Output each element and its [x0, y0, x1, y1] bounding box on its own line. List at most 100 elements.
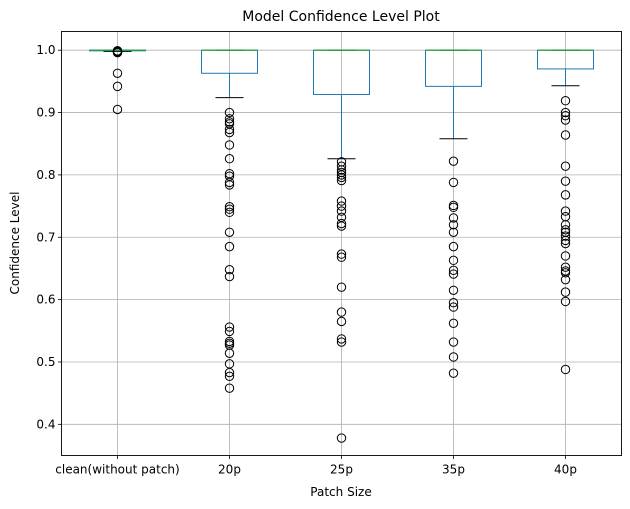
- flier-point: [224, 264, 235, 275]
- flier-point: [560, 110, 571, 121]
- flier-point: [448, 298, 459, 308]
- flier-point: [448, 227, 459, 237]
- flier-point: [112, 46, 123, 56]
- flier-point: [448, 202, 459, 213]
- y-tick-label: 0.7: [36, 230, 55, 244]
- y-axis-label: Confidence Level: [8, 192, 22, 295]
- box-20p: [201, 49, 258, 99]
- flier-point: [336, 206, 347, 216]
- y-tick-label: 0.6: [36, 293, 55, 307]
- box-40p: [537, 49, 594, 87]
- fliers-group: [112, 46, 571, 443]
- flier-point: [224, 140, 235, 150]
- flier-point: [448, 318, 459, 329]
- y-tick-label: 0.4: [36, 417, 55, 431]
- flier-point: [224, 367, 235, 378]
- flier-point: [112, 81, 123, 92]
- flier-point: [224, 348, 235, 358]
- flier-point: [560, 364, 571, 375]
- flier-point: [336, 218, 347, 229]
- flier-point: [560, 262, 571, 272]
- flier-point: [336, 334, 347, 344]
- flier-point: [224, 127, 235, 138]
- flier-point: [560, 220, 571, 230]
- flier-point: [336, 165, 347, 175]
- flier-point: [224, 326, 235, 337]
- x-tick-label: 40p: [554, 463, 577, 477]
- flier-point: [336, 316, 347, 327]
- flier-point: [448, 241, 459, 252]
- flier-point: [560, 235, 571, 246]
- x-axis: clean(without patch) 20p 25p 35p 40p: [55, 455, 577, 477]
- flier-point: [448, 368, 459, 378]
- y-tick-label: 1.0: [36, 43, 55, 57]
- flier-point: [560, 238, 571, 249]
- flier-point: [224, 227, 235, 237]
- flier-point: [560, 251, 571, 261]
- flier-point: [336, 172, 347, 183]
- flier-point: [560, 225, 571, 235]
- x-tick-label: 25p: [330, 463, 353, 477]
- flier-point: [560, 190, 571, 200]
- flier-point: [560, 206, 571, 216]
- y-axis: 0.4 0.5 0.6 0.7 0.8 0.9 1.0: [36, 43, 62, 431]
- boxes-group: [89, 49, 594, 160]
- flier-point: [224, 114, 235, 124]
- x-tick-label: 20p: [218, 463, 241, 477]
- flier-point: [560, 268, 571, 278]
- flier-point: [336, 175, 347, 186]
- y-tick-label: 0.9: [36, 106, 55, 120]
- box-clean(without patch): [89, 49, 146, 52]
- flier-point: [336, 252, 347, 262]
- flier-point: [560, 107, 571, 118]
- flier-point: [224, 271, 235, 282]
- flier-point: [336, 221, 347, 231]
- x-axis-label: Patch Size: [310, 485, 371, 499]
- flier-point: [224, 207, 235, 218]
- flier-point: [448, 269, 459, 279]
- flier-point: [224, 322, 235, 332]
- flier-point: [224, 124, 235, 135]
- flier-point: [560, 287, 571, 297]
- flier-point: [448, 265, 459, 276]
- flier-point: [224, 202, 235, 212]
- flier-point: [224, 383, 235, 393]
- flier-point: [448, 255, 459, 266]
- flier-point: [224, 241, 235, 252]
- flier-point: [448, 302, 459, 312]
- flier-point: [448, 352, 459, 362]
- flier-point: [112, 68, 123, 78]
- flier-point: [224, 154, 235, 164]
- flier-point: [224, 177, 235, 188]
- flier-point: [560, 130, 571, 140]
- flier-point: [336, 307, 347, 317]
- x-tick-label: 35p: [442, 463, 465, 477]
- flier-point: [224, 371, 235, 382]
- flier-point: [448, 285, 459, 295]
- chart-title: Model Confidence Level Plot: [242, 9, 440, 25]
- flier-point: [112, 104, 123, 115]
- flier-point: [560, 274, 571, 285]
- flier-point: [224, 204, 235, 214]
- y-tick-label: 0.8: [36, 168, 55, 182]
- flier-point: [560, 161, 571, 171]
- flier-point: [224, 107, 235, 118]
- flier-point: [336, 249, 347, 259]
- flier-point: [448, 220, 459, 230]
- flier-point: [560, 231, 571, 241]
- flier-point: [336, 337, 347, 347]
- flier-point: [448, 156, 459, 166]
- flier-point: [560, 115, 571, 125]
- flier-point: [448, 213, 459, 223]
- flier-point: [560, 176, 571, 186]
- flier-point: [336, 170, 347, 180]
- flier-point: [336, 433, 347, 443]
- box-35p: [425, 49, 482, 140]
- flier-point: [224, 180, 235, 190]
- flier-point: [560, 96, 571, 106]
- x-tick-label: clean(without patch): [55, 463, 179, 477]
- flier-point: [336, 201, 347, 211]
- flier-point: [560, 296, 571, 307]
- box-25p: [313, 49, 370, 160]
